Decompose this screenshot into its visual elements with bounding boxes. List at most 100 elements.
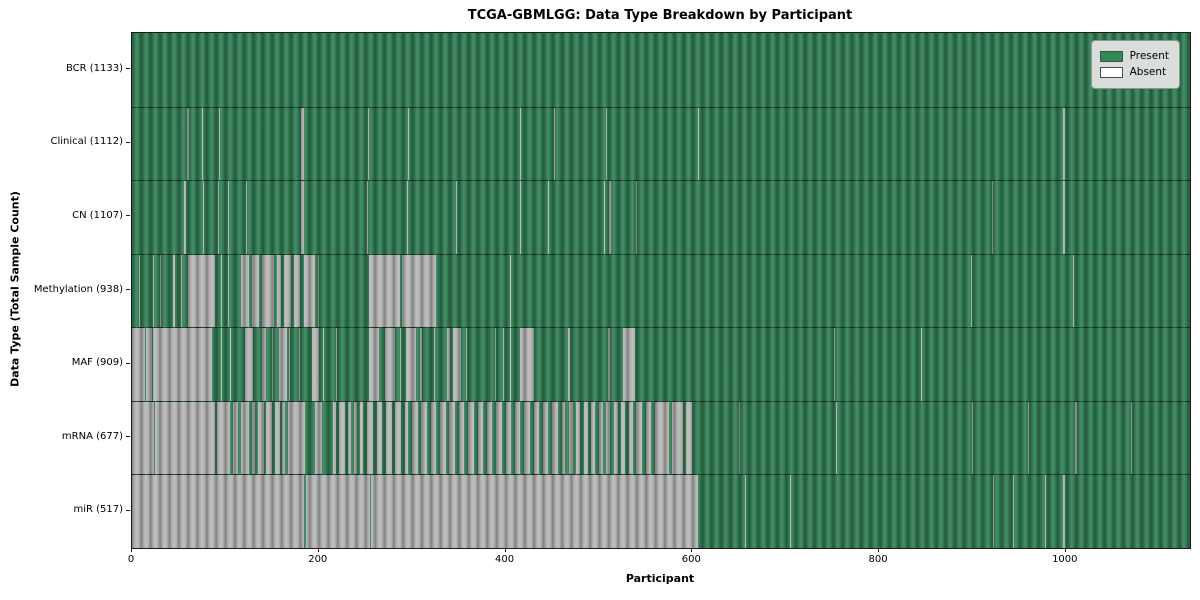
absent-segment	[244, 328, 254, 401]
absent-segment	[339, 401, 345, 475]
absent-segment	[146, 328, 152, 401]
absent-segment	[261, 254, 274, 328]
x-tick-mark	[317, 548, 319, 552]
absent-segment	[520, 181, 522, 254]
absent-segment	[453, 328, 461, 401]
y-tick-mark	[126, 141, 130, 143]
absent-segment	[510, 328, 512, 401]
row-methylation	[132, 253, 1190, 328]
absent-segment	[623, 328, 636, 401]
absent-segment	[282, 401, 286, 475]
y-tick-mark	[126, 289, 130, 290]
absent-segment	[514, 401, 521, 475]
absent-segment	[354, 401, 358, 475]
absent-segment	[400, 328, 401, 401]
absent-segment	[1012, 475, 1014, 548]
absent-segment	[180, 254, 182, 328]
absent-segment	[569, 401, 573, 475]
absent-segment	[430, 401, 437, 475]
x-tick-label-400: 400	[494, 554, 515, 565]
y-tick-label-bcr: BCR (1133)	[65, 62, 123, 74]
absent-segment	[305, 475, 371, 548]
absent-segment	[1063, 475, 1065, 548]
absent-segment	[449, 401, 456, 475]
absent-segment	[312, 328, 319, 401]
absent-segment	[153, 328, 213, 401]
absent-segment	[609, 181, 612, 254]
absent-segment	[284, 254, 291, 328]
absent-segment	[608, 328, 611, 401]
absent-segment	[401, 254, 437, 328]
absent-segment	[251, 254, 259, 328]
absent-segment	[533, 401, 540, 475]
absent-segment	[520, 328, 534, 401]
absent-segment	[744, 475, 746, 548]
row-mir	[132, 474, 1190, 548]
absent-segment	[266, 401, 273, 475]
absent-segment	[645, 401, 652, 475]
absent-segment	[1028, 401, 1030, 475]
absent-segment	[251, 401, 256, 475]
y-tick-label-maf: MAF (909)	[71, 357, 123, 369]
absent-segment	[790, 475, 792, 548]
absent-segment	[466, 328, 468, 401]
absent-segment	[738, 401, 740, 475]
absent-segment	[369, 254, 400, 328]
absent-segment	[188, 254, 216, 328]
absent-segment	[274, 401, 281, 475]
absent-segment	[288, 328, 290, 401]
absent-segment	[970, 254, 973, 328]
row-bcr	[132, 33, 1190, 107]
absent-segment	[241, 254, 249, 328]
x-tick-mark	[691, 548, 693, 552]
absent-segment	[591, 401, 596, 475]
absent-segment	[554, 107, 556, 181]
absent-segment	[293, 254, 301, 328]
absent-segment	[972, 401, 974, 475]
absent-segment	[359, 401, 363, 475]
absent-segment	[636, 401, 642, 475]
absent-segment	[636, 181, 638, 254]
legend: Present Absent	[1090, 40, 1180, 89]
absent-segment	[368, 107, 370, 181]
row-clinical	[132, 106, 1190, 181]
absent-segment	[228, 254, 230, 328]
x-tick-mark	[1064, 548, 1066, 552]
absent-segment	[547, 181, 549, 254]
legend-swatch-present	[1099, 51, 1123, 62]
absent-segment	[606, 401, 611, 475]
absent-segment	[241, 401, 249, 475]
absent-segment	[139, 254, 141, 328]
absent-segment	[367, 401, 373, 475]
absent-segment	[671, 401, 683, 475]
y-tick-label-cn: CN (1107)	[72, 209, 123, 221]
legend-label: Absent	[1129, 66, 1167, 78]
absent-segment	[315, 401, 323, 475]
y-tick-mark	[126, 436, 130, 438]
absent-segment	[583, 401, 588, 475]
x-tick-mark	[504, 548, 506, 552]
legend-label: Present	[1129, 50, 1169, 62]
absent-segment	[369, 328, 379, 401]
y-tick-label-clinical: Clinical (1112)	[50, 136, 124, 148]
absent-segment	[421, 401, 428, 475]
absent-segment	[395, 401, 401, 475]
absent-segment	[301, 107, 304, 181]
absent-segment	[258, 401, 264, 475]
absent-segment	[232, 401, 238, 475]
absent-segment	[542, 401, 549, 475]
absent-segment	[486, 401, 493, 475]
absent-segment	[433, 328, 435, 401]
y-tick-label-mir: miR (517)	[73, 504, 123, 516]
legend-swatch-absent	[1099, 67, 1123, 78]
absent-segment	[1131, 401, 1133, 475]
absent-segment	[132, 475, 304, 548]
absent-segment	[385, 401, 392, 475]
absent-segment	[332, 401, 336, 475]
absent-segment	[335, 328, 337, 401]
y-tick-label-mrna: mRNA (677)	[61, 430, 123, 442]
absent-segment	[132, 401, 155, 475]
legend-item-absent: Absent	[1099, 66, 1169, 79]
absent-segment	[1063, 181, 1065, 254]
